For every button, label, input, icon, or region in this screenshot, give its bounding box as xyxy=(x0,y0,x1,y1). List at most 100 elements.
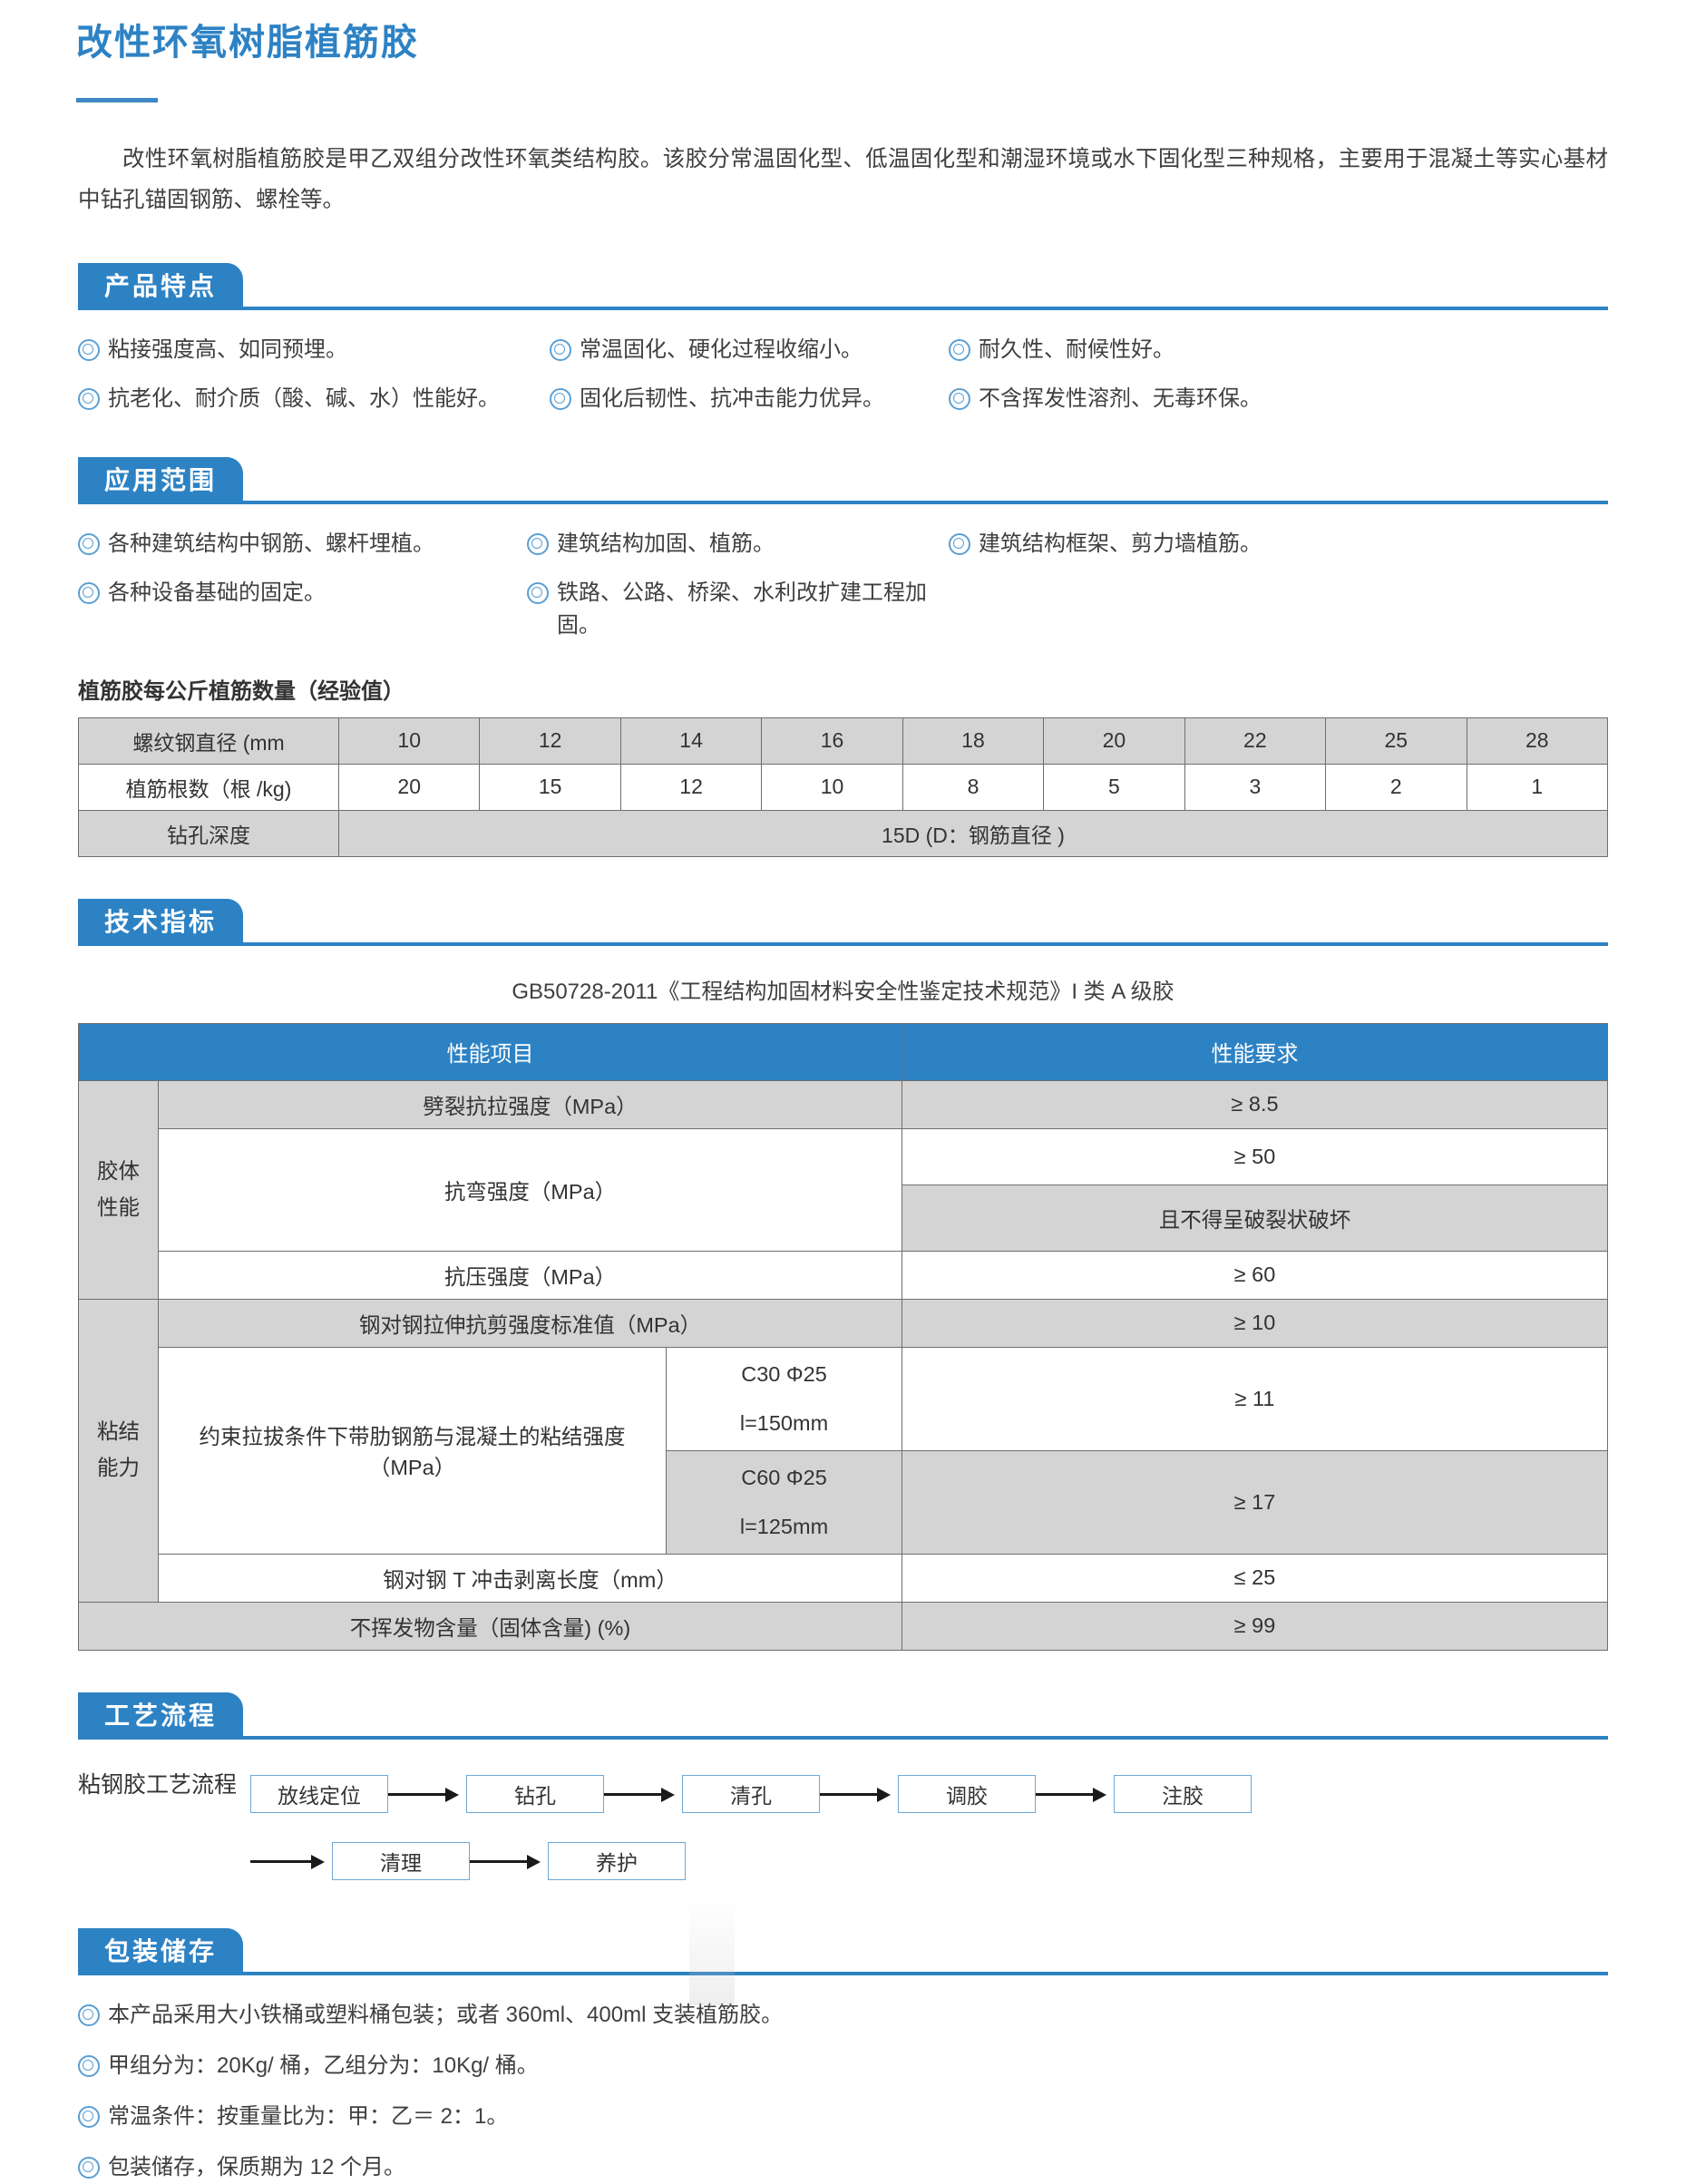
section-technical: 技术指标 GB50728-2011《工程结构加固材料安全性鉴定技术规范》I 类 … xyxy=(78,898,1608,1005)
product-datasheet-page: 改性环氧树脂植筋胶 改性环氧树脂植筋胶是甲乙双组分改性环氧类结构胶。该胶分常温固… xyxy=(76,23,1608,2179)
flow-node-2: 钻孔 xyxy=(466,1774,604,1813)
intro-paragraph: 改性环氧树脂植筋胶是甲乙双组分改性环氧类结构胶。该胶分常温固化型、低温固化型和潮… xyxy=(78,147,1608,213)
cell-value: ≥ 8.5 xyxy=(901,1079,1608,1129)
cell-count: 15 xyxy=(479,763,621,811)
list-item-label: 常温固化、硬化过程收缩小。 xyxy=(580,336,862,362)
row-label-diameter: 螺纹钢直径 (mm xyxy=(78,717,339,765)
table-row: 粘结 能力 钢对钢拉伸抗剪强度标准值（MPa） ≥ 10 xyxy=(78,1298,1608,1603)
cell-diameter: 28 xyxy=(1466,717,1608,765)
flow-arrow-icon xyxy=(820,1785,898,1803)
cell-count: 12 xyxy=(619,763,763,811)
double-circle-icon xyxy=(78,2156,100,2179)
list-item: 本产品采用大小铁桶或塑料桶包装；或者 360ml、400ml 支装植筋胶。 xyxy=(78,1999,1608,2032)
list-item: 铁路、公路、桥梁、水利改扩建工程加固。 xyxy=(527,577,949,642)
section-rule xyxy=(78,500,1608,504)
list-item: 不含挥发性溶剂、无毒环保。 xyxy=(949,383,1608,415)
cell-diameter: 18 xyxy=(901,717,1045,765)
cell-subcondition: C30 Φ25 l=150mm xyxy=(665,1346,903,1451)
double-circle-icon xyxy=(527,581,549,604)
section-badge-label: 工艺流程 xyxy=(103,1701,217,1730)
cell-count: 2 xyxy=(1325,763,1467,811)
list-item: 包装储存，保质期为 12 个月。 xyxy=(78,2151,1608,2184)
table-row: C60 Φ25 l=125mm ≥ 17 xyxy=(79,1449,1608,1555)
section-rule xyxy=(78,941,1608,946)
page-title: 改性环氧树脂植筋胶 xyxy=(76,23,419,63)
list-item: 耐久性、耐候性好。 xyxy=(949,334,1608,366)
flow-arrow-icon xyxy=(604,1785,682,1803)
section-badge-label: 包装储存 xyxy=(103,1936,217,1965)
subcondition-line2: l=150mm xyxy=(739,1410,829,1435)
subcondition-line1: C30 Φ25 xyxy=(741,1361,827,1386)
table-row: 螺纹钢直径 (mm 10 12 14 16 18 20 22 25 28 xyxy=(78,717,1608,765)
flow-arrow-icon xyxy=(1036,1785,1114,1803)
list-item-label: 抗老化、耐介质（酸、碱、水）性能好。 xyxy=(108,385,500,411)
list-item-label: 固化后韧性、抗冲击能力优异。 xyxy=(580,385,884,411)
application-list: 各种建筑结构中钢筋、螺杆埋植。 建筑结构加固、植筋。 建筑结构框架、剪力墙植筋。… xyxy=(78,528,1608,642)
cell-item: 劈裂抗拉强度（MPa） xyxy=(157,1079,903,1129)
list-item: 各种建筑结构中钢筋、螺杆埋植。 xyxy=(78,528,527,561)
section-packaging: 包装储存 本产品采用大小铁桶或塑料桶包装；或者 360ml、400ml 支装植筋… xyxy=(78,1927,1608,2184)
section-process: 工艺流程 粘钢胶工艺流程 放线定位 钻孔 清孔 调胶 注胶 清理 养护 xyxy=(78,1692,1608,1887)
rebar-quantity-table: 螺纹钢直径 (mm 10 12 14 16 18 20 22 25 28 植筋根… xyxy=(78,717,1608,857)
technical-spec-table: 性能项目 性能要求 胶体 性能 劈裂抗拉强度（MPa） ≥ 8.5 抗弯强度（M… xyxy=(77,1022,1608,1651)
cell-item: 约束拉拔条件下带肋钢筋与混凝土的粘结强度（MPa） xyxy=(158,1346,667,1555)
section-rule xyxy=(78,1735,1608,1740)
rebar-table-caption: 植筋胶每公斤植筋数量（经验值） xyxy=(78,678,404,704)
double-circle-icon xyxy=(78,2004,100,2026)
cell-count: 20 xyxy=(337,763,481,811)
list-item-label: 耐久性、耐候性好。 xyxy=(979,336,1174,362)
list-item: 粘接强度高、如同预埋。 xyxy=(78,334,550,366)
double-circle-icon xyxy=(949,338,970,361)
cell-item: 钢对钢 T 冲击剥离长度（mm） xyxy=(157,1553,903,1603)
cell-value: ≥ 99 xyxy=(901,1601,1608,1651)
section-badge-technical: 技术指标 xyxy=(78,898,243,946)
cell-value: ≥ 11 xyxy=(901,1346,1608,1451)
cell-diameter: 10 xyxy=(337,717,481,765)
cell-depth-value: 15D (D：钢筋直径 ) xyxy=(338,809,1608,857)
section-rule xyxy=(78,1971,1608,1975)
list-item-label: 各种建筑结构中钢筋、螺杆埋植。 xyxy=(108,531,434,556)
table-row: 抗压强度（MPa） ≥ 60 xyxy=(79,1250,1608,1300)
list-item: 各种设备基础的固定。 xyxy=(78,577,527,642)
cell-diameter: 20 xyxy=(1043,717,1185,765)
section-badge-label: 应用范围 xyxy=(103,465,217,494)
double-circle-icon xyxy=(949,387,970,410)
col-header-requirement: 性能要求 xyxy=(901,1022,1608,1081)
category-glue: 胶体 性能 xyxy=(78,1079,159,1300)
list-item-label: 铁路、公路、桥梁、水利改扩建工程加固。 xyxy=(557,580,927,638)
double-circle-icon xyxy=(78,581,100,604)
section-header-process: 工艺流程 xyxy=(78,1692,1608,1740)
double-circle-icon xyxy=(78,387,100,410)
double-circle-icon xyxy=(550,387,571,410)
cell-value-note: 且不得呈破裂状破坏 xyxy=(901,1185,1608,1252)
cell-count: 8 xyxy=(901,763,1045,811)
cell-diameter: 12 xyxy=(479,717,621,765)
list-item-label: 建筑结构加固、植筋。 xyxy=(557,531,775,556)
section-header-features: 产品特点 xyxy=(78,262,1608,310)
double-circle-icon xyxy=(949,532,970,555)
flow-node-4: 调胶 xyxy=(898,1774,1036,1813)
flow-node-6: 清理 xyxy=(332,1841,470,1880)
subcondition-line2: l=125mm xyxy=(739,1514,829,1538)
section-badge-label: 技术指标 xyxy=(103,907,217,936)
list-item: 常温条件：按重量比为：甲：乙＝ 2：1。 xyxy=(78,2101,1608,2133)
cell-item: 抗压强度（MPa） xyxy=(157,1250,903,1300)
list-item-label: 粘接强度高、如同预埋。 xyxy=(108,336,347,362)
list-item: 常温固化、硬化过程收缩小。 xyxy=(550,334,949,366)
table-row: 胶体 性能 劈裂抗拉强度（MPa） ≥ 8.5 xyxy=(78,1079,1608,1300)
packaging-list: 本产品采用大小铁桶或塑料桶包装；或者 360ml、400ml 支装植筋胶。 甲组… xyxy=(78,1999,1608,2184)
cell-count: 5 xyxy=(1043,763,1185,811)
category-label-line2: 性能 xyxy=(97,1194,140,1219)
flow-node-5: 注胶 xyxy=(1114,1774,1252,1813)
col-header-item: 性能项目 xyxy=(77,1022,903,1081)
section-header-application: 应用范围 xyxy=(78,456,1608,504)
table-row: 钢对钢 T 冲击剥离长度（mm） ≤ 25 xyxy=(79,1553,1608,1603)
flow-row-1: 放线定位 钻孔 清孔 调胶 注胶 xyxy=(250,1769,1608,1819)
section-rule xyxy=(78,306,1608,310)
category-label-line2: 能力 xyxy=(97,1456,140,1480)
double-circle-icon xyxy=(78,2105,100,2128)
flow-row-2: 清理 养护 xyxy=(250,1836,1608,1887)
list-item-label: 甲组分为：20Kg/ 桶，乙组分为：10Kg/ 桶。 xyxy=(108,2052,539,2078)
flow-node-7: 养护 xyxy=(548,1841,686,1880)
cell-value: ≤ 25 xyxy=(901,1553,1608,1603)
